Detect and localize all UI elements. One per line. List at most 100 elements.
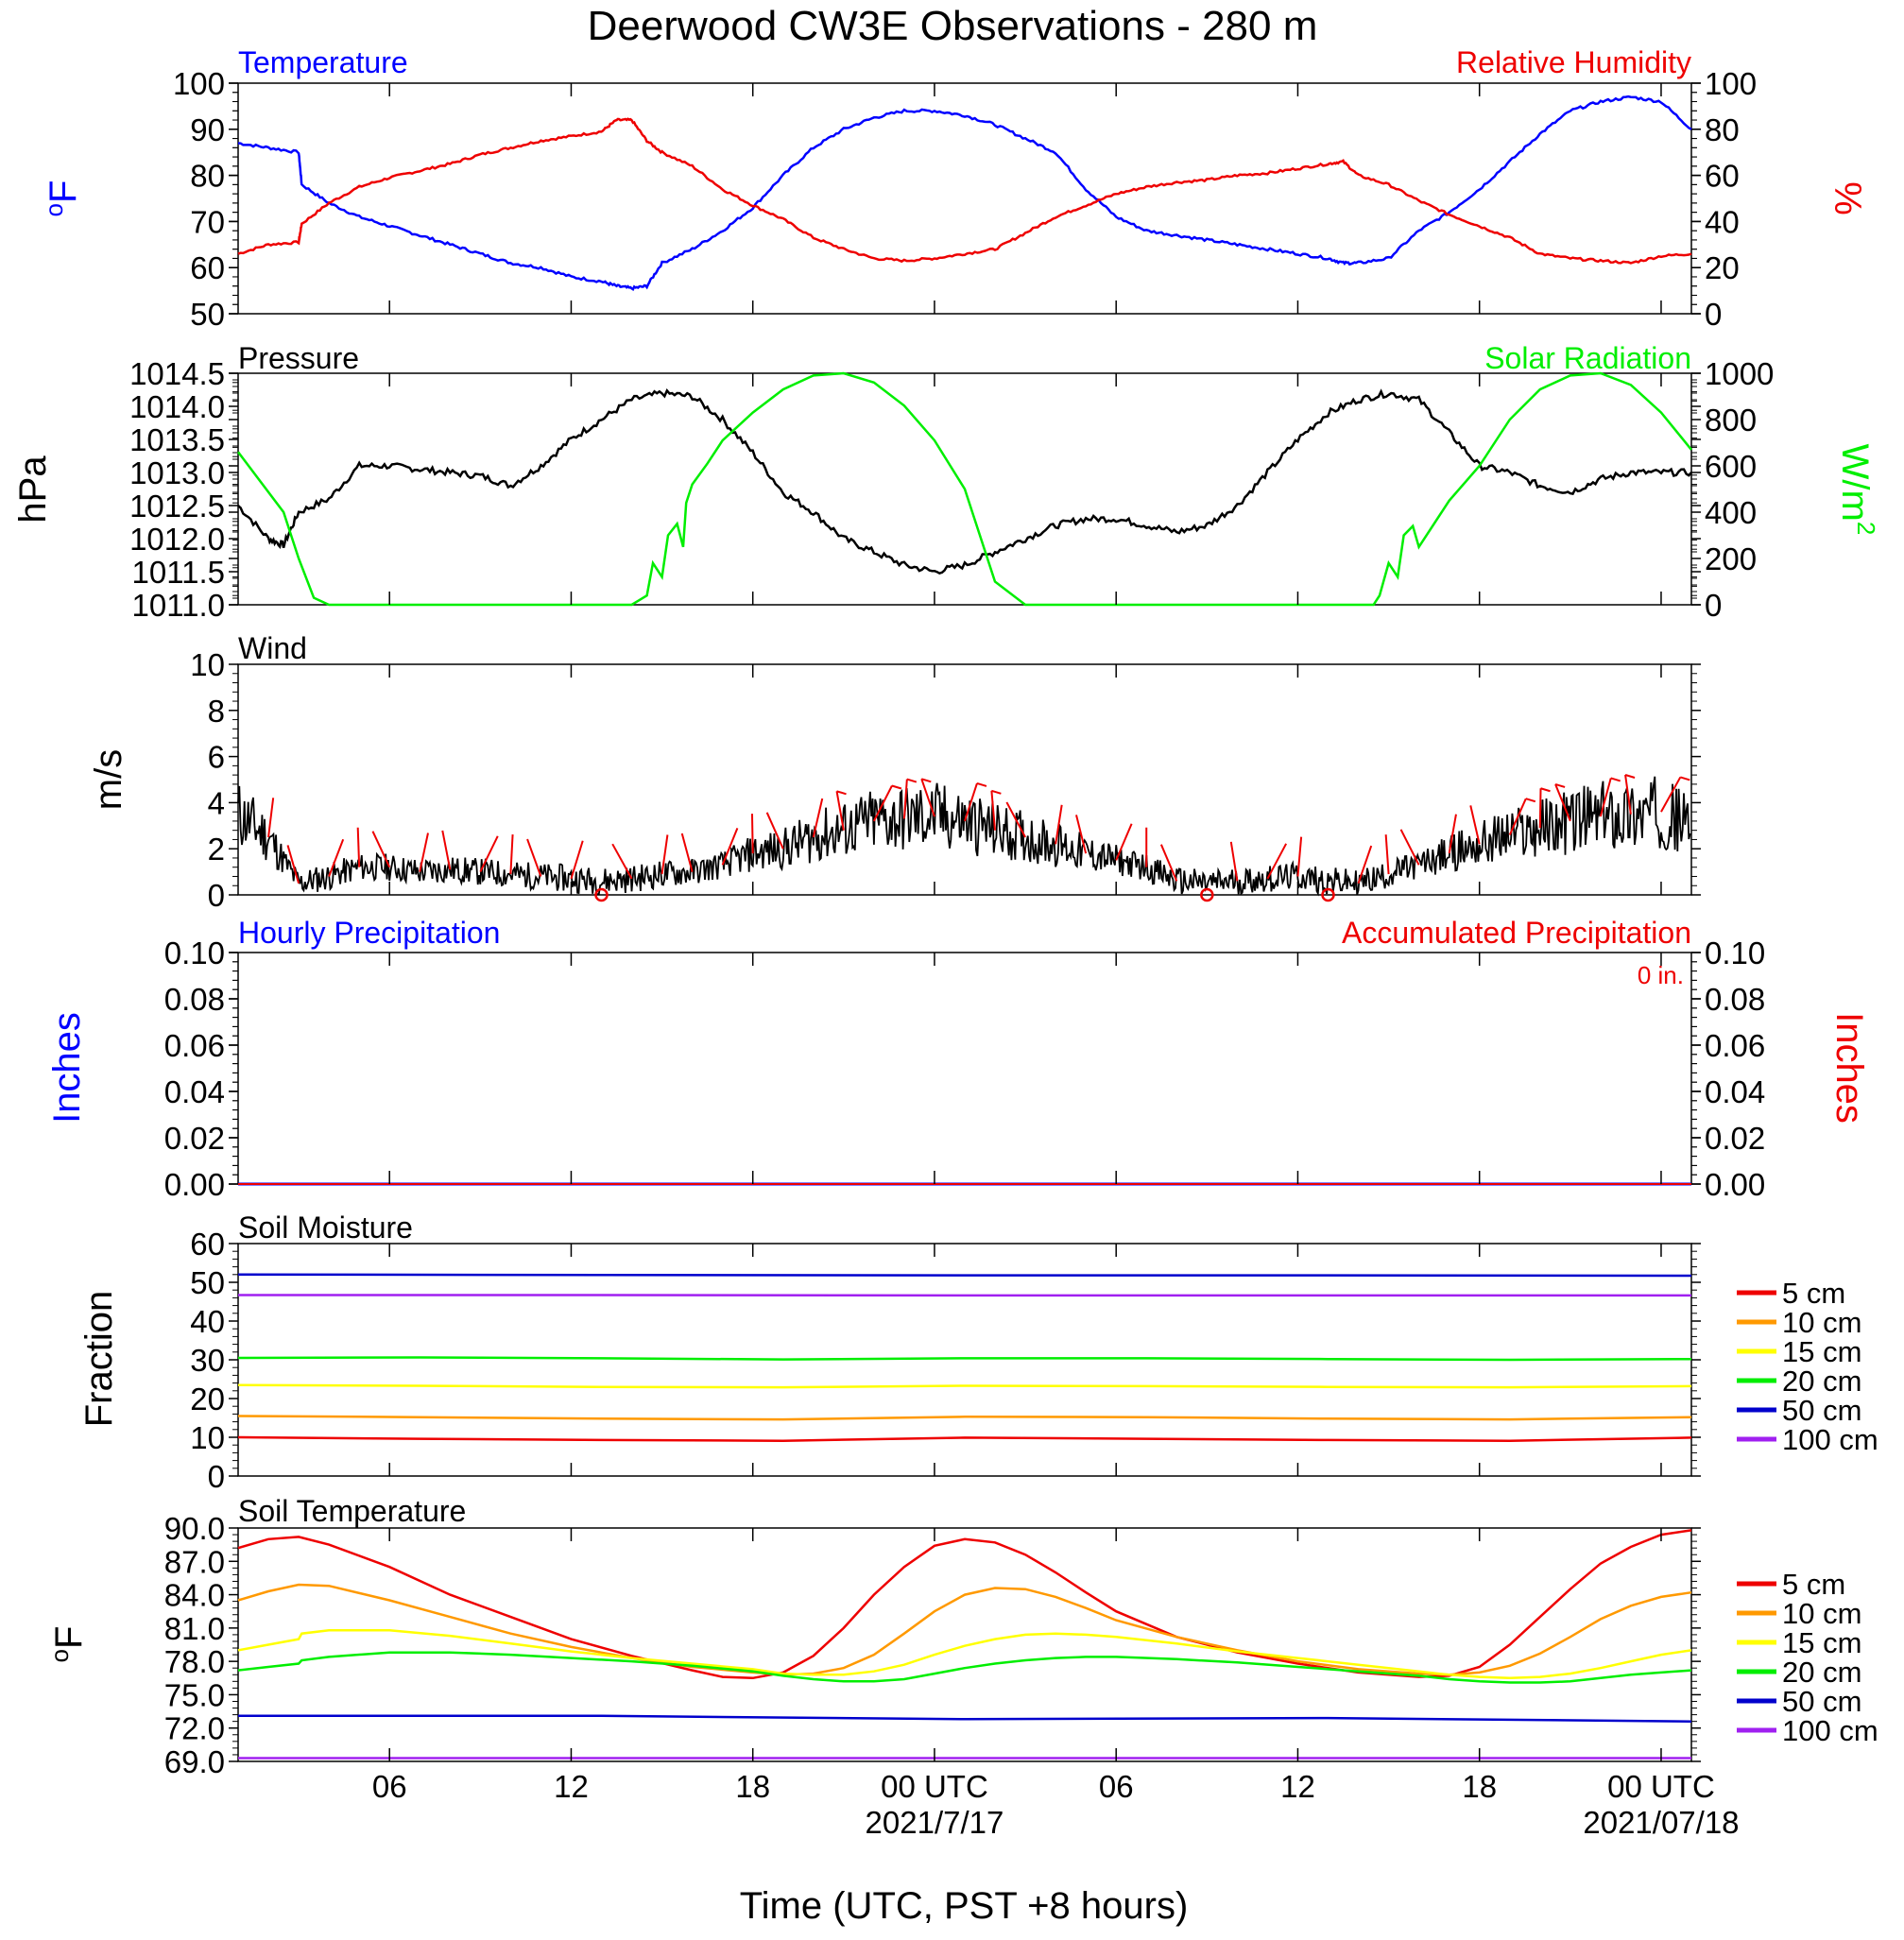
wind-barb [1159,844,1178,882]
hourly-precip-title: Hourly Precipitation [238,916,500,950]
wind-barb-flag [891,784,902,790]
wind-barb [356,827,361,867]
pressure_solar-right-tick-label: 1000 [1705,356,1774,391]
wind-barb [872,785,893,822]
soil-temperature-line [237,1583,1692,1676]
wind-barb-flag [1540,787,1551,793]
wind-title: Wind [238,631,307,665]
wind-barb-flag [836,790,847,796]
legend-label: 50 cm [1782,1685,1861,1718]
solar-title: Solar Radiation [1484,341,1691,375]
wind-barb-flag [1554,783,1566,788]
wind-barb [328,838,345,877]
wind-barb [680,833,694,872]
legend-label: 100 cm [1782,1423,1878,1456]
wind-barb [611,843,633,880]
svg-text:oF: oF [45,1626,90,1663]
wind-left-tick-label: 6 [208,740,225,775]
legend-label: 50 cm [1782,1394,1861,1427]
precip-left-tick-label: 0.08 [164,982,225,1017]
wind-barb [990,790,997,831]
precip-left-tick-label: 0.06 [164,1028,225,1063]
soil_moist-left-tick-label: 30 [190,1343,225,1378]
legend-label: 20 cm [1782,1365,1861,1398]
x-tick-label: 00 UTC [1607,1769,1715,1804]
x-tick-label: 18 [1462,1769,1497,1804]
wind-barb [902,779,908,819]
soil_moist-left-tick-label: 60 [190,1227,225,1262]
temp_rh-right-tick-label: 60 [1705,159,1740,194]
x-tick-label: 12 [1280,1769,1315,1804]
temp_rh-right-tick-label: 80 [1705,112,1740,147]
soil-temperature-line [237,1529,1692,1680]
wind-barb [1508,798,1527,835]
wind-barb [721,827,739,866]
wind-barb [441,830,452,870]
wind-barb-flag [976,782,987,787]
soil-temperature-line [238,1714,1692,1723]
wind-plot-frame [237,663,1692,896]
precip-left-tick-label: 0.00 [164,1167,225,1202]
wind-barb-flag [1624,774,1636,779]
wind-barb [509,834,514,875]
solar-unit-label: W/m2 [1834,444,1880,536]
pressure_solar-left-tick-label: 1014.0 [129,389,225,424]
panel-wind: Wind m/s 0 2 4 6 8 10 [88,631,1701,913]
legend-label: 15 cm [1782,1626,1861,1659]
wind-barb [1660,776,1682,813]
wind-barb [267,798,275,838]
legend-label: 100 cm [1782,1714,1878,1747]
soil-temperature-title: Soil Temperature [238,1494,466,1528]
wind-left-tick-label: 0 [208,878,225,913]
pressure_solar-right-tick-label: 800 [1705,403,1757,438]
x-date-label: 2021/07/18 [1583,1805,1739,1840]
wind-barb [750,814,754,854]
soil_temp-left-tick-label: 69.0 [164,1744,225,1779]
precip-right-tick-label: 0.06 [1705,1028,1765,1063]
soil_moist-left-tick-label: 40 [190,1304,225,1339]
pressure-plot-frame [237,372,1692,606]
temp_rh-right-tick-label: 40 [1705,204,1740,239]
wind-barb [1538,788,1542,829]
soil_temp-left-tick-label: 90.0 [164,1511,225,1546]
legend-label: 10 cm [1782,1597,1861,1630]
soil_moist-left-tick-label: 50 [190,1265,225,1300]
wind-barb [1115,823,1133,861]
wind-barb [835,791,845,831]
wind-barb [1624,774,1632,815]
pressure_solar-right-tick-label: 400 [1705,495,1757,530]
soil-temperature-line [237,1651,1692,1684]
wind-barb [1384,834,1390,875]
soil_temp-left-tick-label: 81.0 [164,1611,225,1646]
wind-barb [1296,836,1303,877]
soil_moist-left-tick-label: 10 [190,1420,225,1455]
wind-barb [570,840,584,880]
legend-label: 10 cm [1782,1306,1861,1339]
soil-moisture-unit-label: Fraction [78,1291,120,1428]
svg-text:W/m2: W/m2 [1834,444,1880,536]
panel-precipitation: Hourly Precipitation Accumulated Precipi… [46,916,1870,1202]
pressure-line [237,387,1692,575]
wind-barb-flag [1610,777,1621,782]
temp_rh-left-tick-label: 60 [190,250,225,285]
precip-right-tick-label: 0.08 [1705,982,1765,1017]
wind-barb [812,798,824,838]
calm-wind-marker [1200,887,1214,902]
soil-temperature-unit-label: oF [45,1626,90,1663]
temperature-title: Temperature [238,45,408,79]
x-tick-label: 06 [372,1769,407,1804]
temp_rh-left-tick-label: 70 [190,204,225,239]
wind-barb-flag [906,778,918,783]
solar-radiation-line [237,371,1692,607]
wind-left-tick-label: 8 [208,694,225,729]
panel-pressure-solar: Pressure Solar Radiation hPa W/m2 1011.0… [12,341,1880,623]
pressure_solar-right-tick-label: 200 [1705,541,1757,576]
figure-title: Deerwood CW3E Observations - 280 m [588,3,1318,49]
soil-moisture-line [237,1435,1692,1442]
x-axis-label: Time (UTC, PST +8 hours) [740,1885,1189,1927]
soil_temp-left-tick-label: 75.0 [164,1677,225,1712]
soil-moisture-line [237,1356,1692,1362]
wind-left-tick-label: 10 [190,647,225,682]
wind-barb [920,779,935,817]
temp_rh-left-tick-label: 80 [190,159,225,194]
